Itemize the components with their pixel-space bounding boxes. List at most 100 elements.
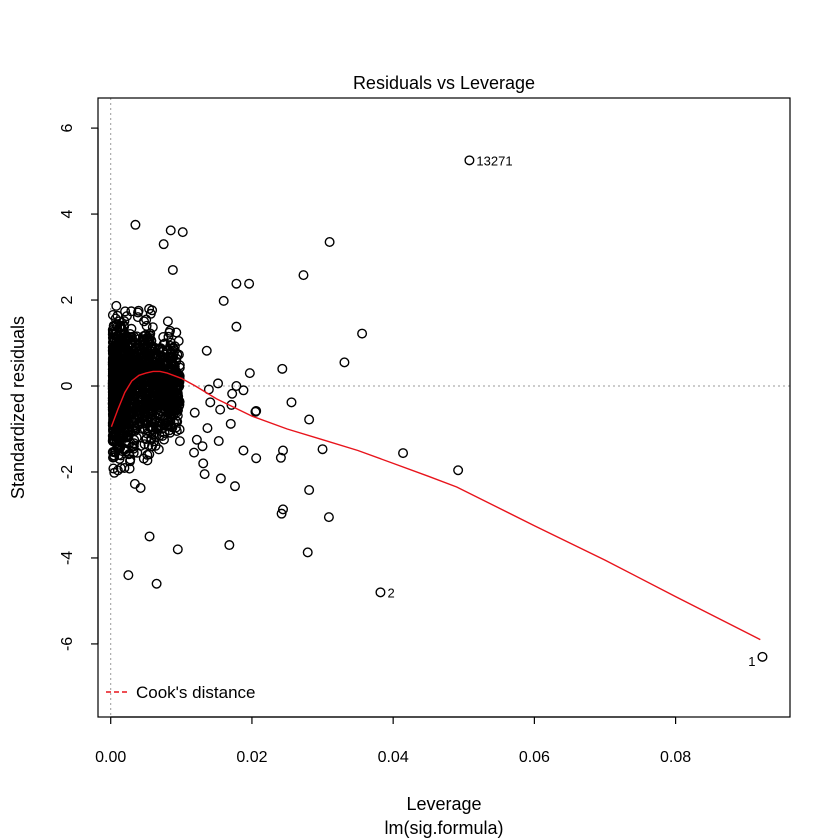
- data-point: [302, 547, 313, 558]
- data-point: [165, 409, 176, 420]
- data-point: [141, 390, 152, 401]
- y-tick-label: -2: [59, 465, 76, 479]
- data-point: [126, 401, 137, 412]
- reference-lines: [98, 98, 790, 717]
- data-point: [201, 345, 212, 356]
- data-point: [165, 225, 176, 236]
- data-point: [275, 452, 286, 463]
- data-point: [229, 481, 240, 492]
- data-point: [112, 465, 123, 476]
- data-point: [120, 306, 131, 317]
- data-point: [189, 407, 200, 418]
- data-point: [286, 397, 297, 408]
- data-point: [113, 427, 124, 438]
- data-point: [125, 332, 136, 343]
- data-points: [107, 219, 464, 589]
- data-point: [131, 384, 142, 395]
- data-point: [138, 335, 149, 346]
- y-tick-label: 6: [59, 124, 76, 133]
- data-point: [114, 433, 125, 444]
- data-point: [141, 393, 152, 404]
- data-point: [198, 458, 209, 469]
- data-point: [130, 219, 141, 230]
- y-tick-label: -6: [59, 637, 76, 651]
- data-point: [115, 333, 126, 344]
- data-point: [153, 349, 164, 360]
- data-point: [164, 376, 175, 387]
- y-tick-label: 2: [59, 295, 76, 304]
- data-point: [133, 305, 144, 316]
- data-point: [107, 310, 118, 321]
- data-point: [317, 444, 328, 455]
- data-point: [213, 378, 224, 389]
- y-tick-label: 0: [59, 381, 76, 390]
- data-point: [298, 270, 309, 281]
- point-labels: 13271 2 1: [375, 153, 768, 669]
- data-point: [164, 325, 175, 336]
- plot-frame: [97, 97, 791, 718]
- data-point: [231, 381, 242, 392]
- data-point: [118, 320, 129, 331]
- data-point: [453, 465, 464, 476]
- data-point: [224, 540, 235, 551]
- data-point: [167, 264, 178, 275]
- chart-title: Residuals vs Leverage: [353, 73, 535, 93]
- data-point: [108, 435, 119, 446]
- data-point: [225, 418, 236, 429]
- data-point: [213, 436, 224, 447]
- data-point: [148, 429, 159, 440]
- data-point: [115, 358, 126, 369]
- data-point: [138, 453, 149, 464]
- legend-label-cooks-distance: Cook's distance: [136, 683, 255, 702]
- data-point: [124, 410, 135, 421]
- data-point: [177, 227, 188, 238]
- data-point: [251, 405, 262, 416]
- labeled-point: [464, 155, 475, 166]
- data-point: [173, 400, 184, 411]
- data-point: [238, 445, 249, 456]
- data-point: [125, 390, 136, 401]
- data-point: [126, 306, 137, 317]
- data-point: [115, 404, 126, 415]
- data-point: [107, 447, 118, 458]
- point-label: 2: [387, 585, 394, 600]
- data-point: [244, 278, 255, 289]
- data-point: [147, 305, 158, 316]
- x-tick-label: 0.08: [660, 749, 691, 766]
- data-point: [120, 432, 131, 443]
- data-point: [149, 376, 160, 387]
- data-point: [154, 430, 165, 441]
- labeled-point: [757, 651, 768, 662]
- point-label: 1: [748, 654, 755, 669]
- data-point: [171, 356, 182, 367]
- labeled-point: [375, 587, 386, 598]
- data-point: [199, 469, 210, 480]
- x-tick-label: 0.04: [378, 749, 409, 766]
- legend: Cook's distance: [106, 683, 255, 702]
- data-point: [238, 385, 249, 396]
- data-point: [172, 416, 183, 427]
- data-point: [398, 448, 409, 459]
- y-tick-label: 4: [59, 210, 76, 219]
- data-point: [107, 327, 118, 338]
- data-point: [163, 331, 174, 342]
- data-point: [202, 423, 213, 434]
- data-point: [120, 357, 131, 368]
- data-point: [126, 397, 137, 408]
- x-axis-label: Leverage: [406, 794, 481, 814]
- data-point: [339, 357, 350, 368]
- y-tick-label: -4: [59, 551, 76, 565]
- y-axis-label: Standardized residuals: [8, 316, 28, 499]
- data-point: [189, 447, 200, 458]
- data-point: [147, 399, 158, 410]
- data-point: [277, 363, 288, 374]
- data-point: [144, 531, 155, 542]
- data-point: [251, 453, 262, 464]
- data-point: [158, 239, 169, 250]
- data-point: [244, 368, 255, 379]
- data-point: [141, 314, 152, 325]
- data-point: [109, 395, 120, 406]
- data-point: [115, 398, 126, 409]
- data-point: [133, 340, 144, 351]
